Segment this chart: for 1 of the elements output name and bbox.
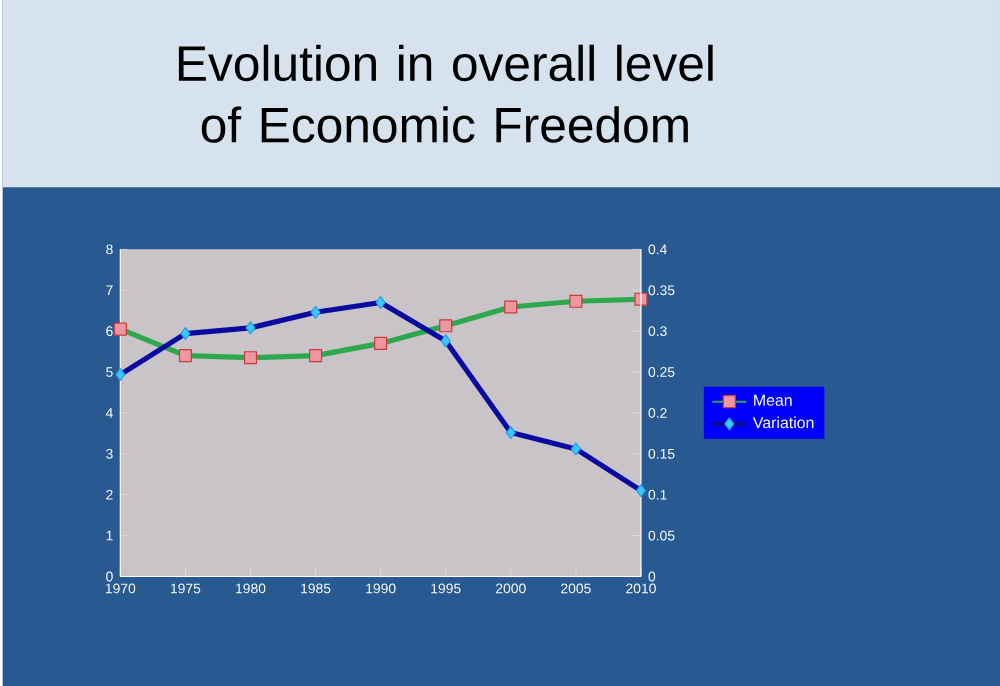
chart-title: Evolution in overall level of Economic Freedom <box>178 44 713 143</box>
